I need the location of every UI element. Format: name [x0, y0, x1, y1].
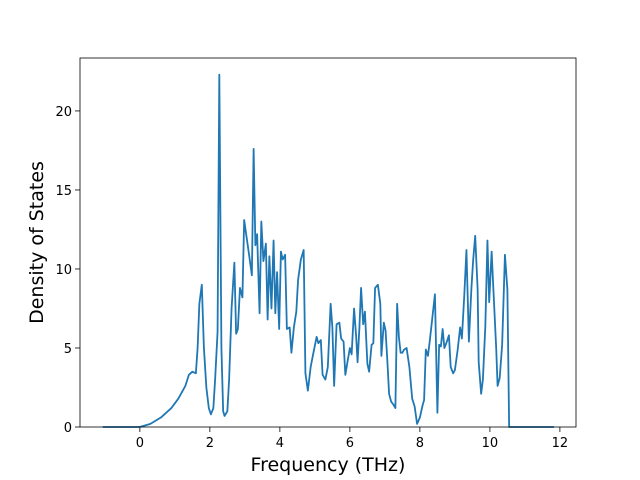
- dos-line: [102, 73, 554, 428]
- y-tick-label: 15: [55, 184, 72, 199]
- y-axis-label: Density of States: [26, 161, 48, 324]
- x-tick-label: 8: [416, 436, 424, 451]
- x-tick-label: 2: [206, 436, 214, 451]
- y-tick-label: 10: [55, 263, 72, 278]
- x-tick-label: 0: [136, 436, 144, 451]
- x-tick-label: 12: [552, 436, 569, 451]
- x-tick-label: 6: [346, 436, 354, 451]
- x-tick-label: 4: [276, 436, 284, 451]
- x-tick-label: 10: [482, 436, 499, 451]
- y-tick-label: 20: [55, 105, 72, 120]
- plot-frame: [79, 57, 577, 428]
- y-tick-label: 5: [64, 342, 72, 357]
- y-tick-label: 0: [64, 421, 72, 436]
- x-axis-label: Frequency (THz): [251, 454, 406, 476]
